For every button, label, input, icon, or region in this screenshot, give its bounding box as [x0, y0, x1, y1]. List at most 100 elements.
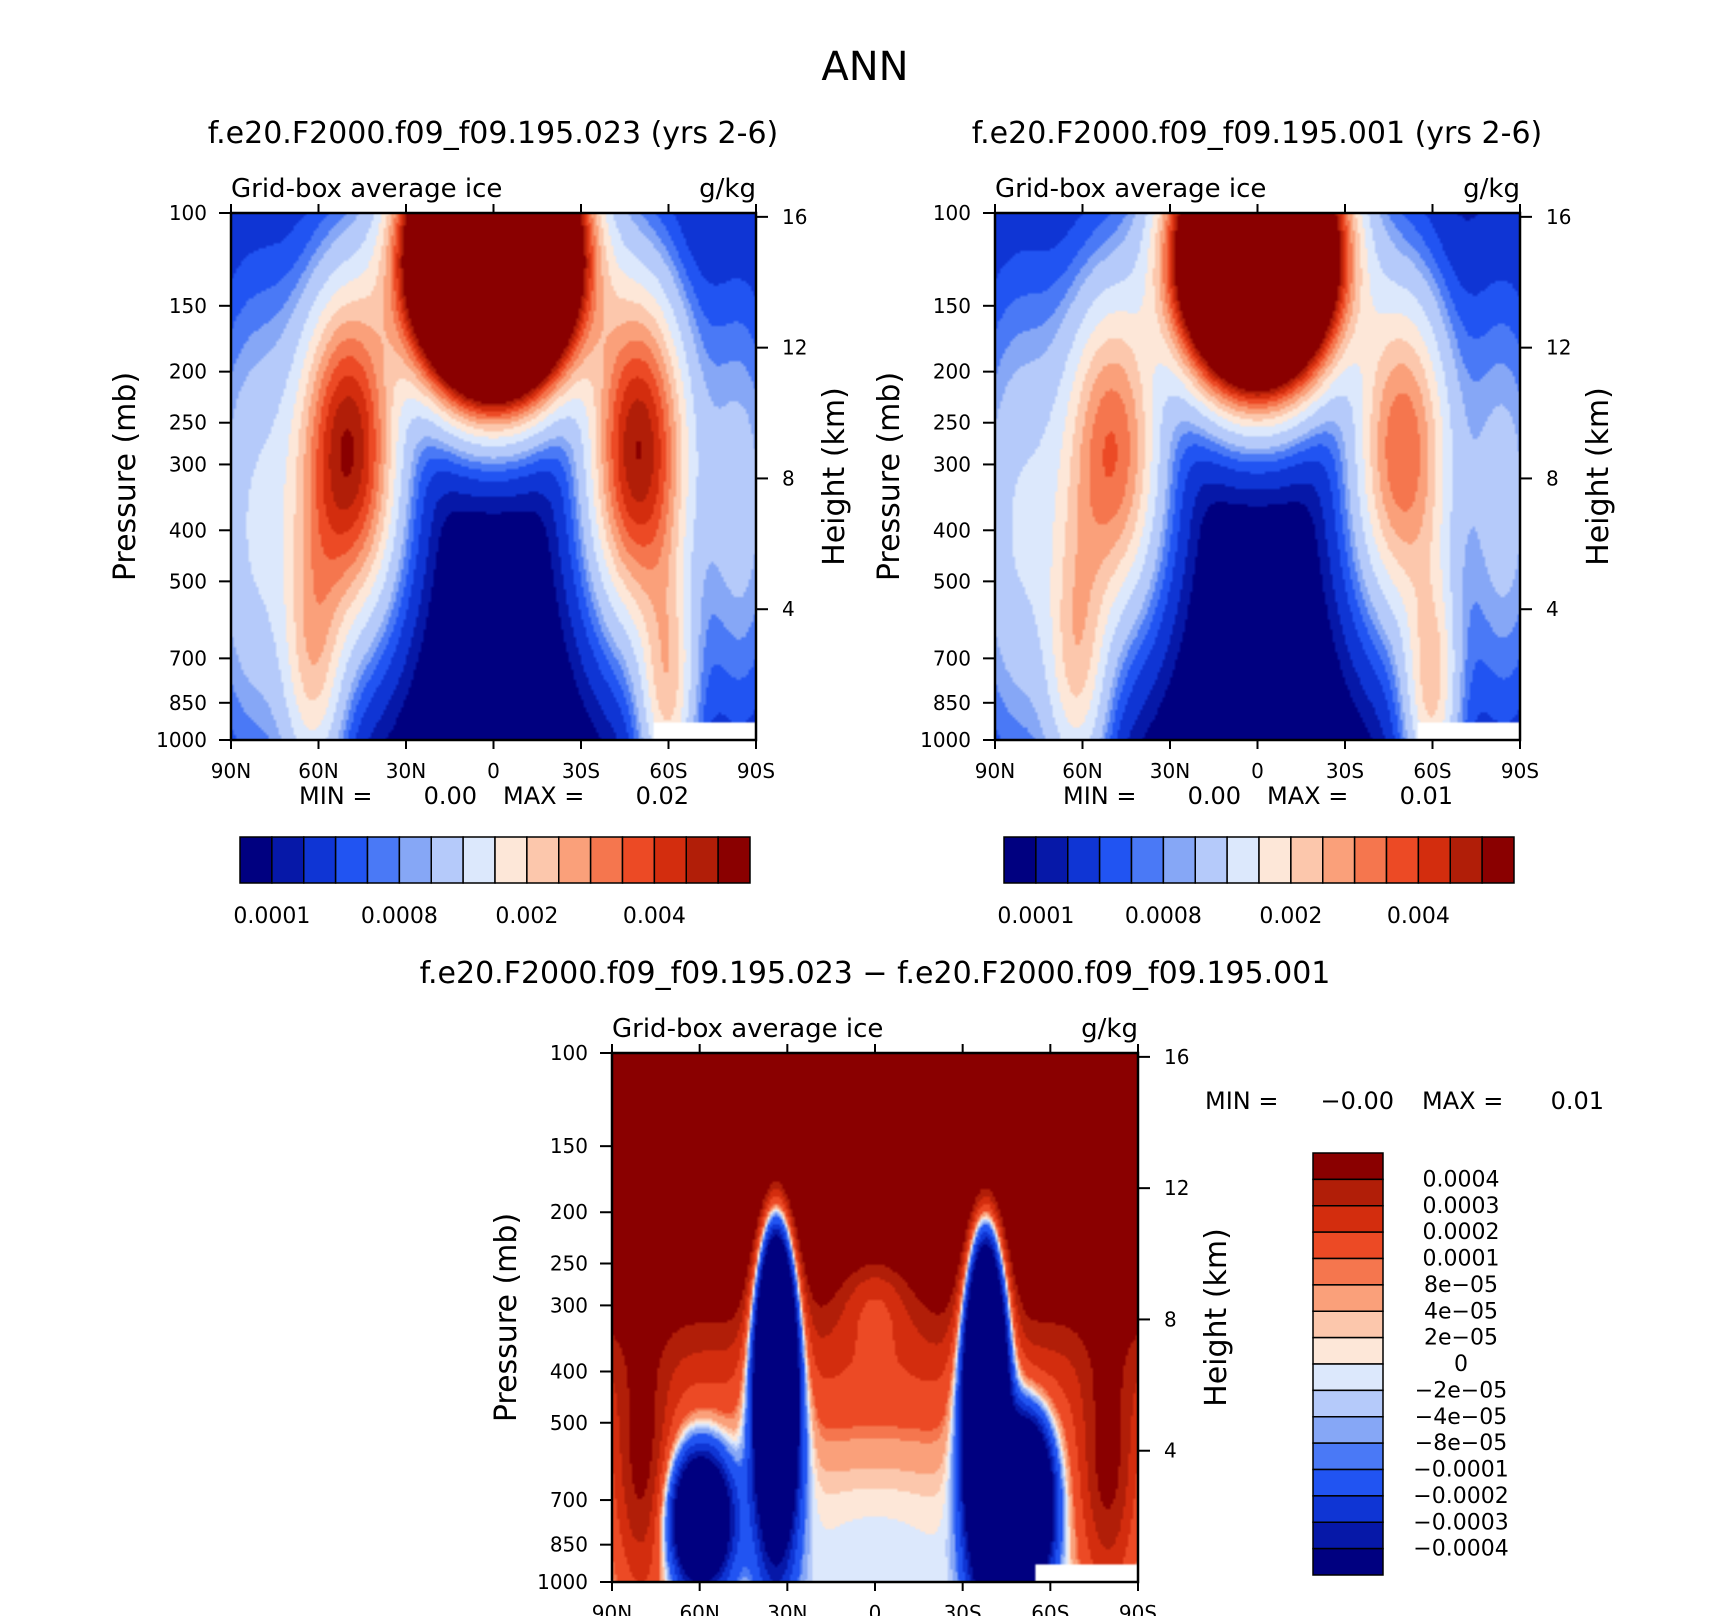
- y2-tick-label: 16: [1546, 205, 1571, 229]
- y-tick-label: 250: [933, 411, 971, 435]
- colorbar-swatch: [303, 836, 337, 884]
- colorbar-label: 0.0001: [997, 904, 1074, 929]
- y2-tick-label: 12: [1164, 1176, 1189, 1200]
- y-axis-label: Pressure (mb): [872, 372, 907, 581]
- colorbar-swatch: [430, 836, 464, 884]
- x-tick-label: 90N: [975, 759, 1015, 783]
- colorbar-label: 0.0001: [1423, 1247, 1500, 1272]
- y-tick-label: 200: [933, 360, 971, 384]
- colorbar-swatch: [1312, 1205, 1384, 1233]
- x-tick-label: 30S: [1326, 759, 1364, 783]
- y2-axis-label: Height (km): [1581, 387, 1616, 566]
- colorbar-label: −0.0003: [1413, 1510, 1508, 1535]
- x-tick-label: 60S: [1031, 1601, 1069, 1616]
- panel-title: f.e20.F2000.f09_f09.195.023 (yrs 2-6): [208, 116, 778, 151]
- units-label: g/kg: [699, 174, 756, 204]
- y2-tick-label: 8: [1546, 466, 1559, 490]
- left-subtitle: Grid-box average ice: [231, 174, 502, 204]
- y-tick-label: 1000: [920, 728, 971, 752]
- y2-tick-label: 8: [782, 466, 795, 490]
- colorbar-label: 0.0008: [1125, 904, 1202, 929]
- y-tick-label: 400: [550, 1359, 588, 1383]
- min-value: 0.00: [424, 782, 477, 810]
- colorbar-swatch: [685, 836, 719, 884]
- colorbar-swatch: [1312, 1152, 1384, 1181]
- y-axis-label: Pressure (mb): [108, 372, 143, 581]
- colorbar-label: −0.0001: [1413, 1458, 1508, 1483]
- y-tick-label: 850: [550, 1533, 588, 1557]
- colorbar-swatch: [558, 836, 592, 884]
- x-tick-label: 60N: [1062, 759, 1102, 783]
- y-tick-label: 400: [169, 518, 207, 542]
- y-tick-label: 400: [933, 518, 971, 542]
- colorbar-swatch: [1417, 836, 1451, 884]
- colorbar-swatch: [366, 836, 401, 884]
- max-value: 0.01: [1400, 782, 1453, 810]
- x-tick-label: 0: [869, 1601, 882, 1616]
- colorbar-swatch: [1312, 1310, 1384, 1339]
- colorbar-swatch: [1312, 1521, 1384, 1550]
- contour-field-image: [612, 1053, 1138, 1582]
- colorbar-swatch: [1003, 836, 1037, 884]
- colorbar-swatch: [1312, 1257, 1384, 1286]
- colorbar-swatch: [1312, 1468, 1384, 1497]
- panel-title: f.e20.F2000.f09_f09.195.001 (yrs 2-6): [972, 116, 1542, 151]
- colorbar-swatch: [526, 836, 560, 884]
- colorbar-label: −4e−05: [1415, 1405, 1507, 1430]
- colorbar-swatch: [1226, 836, 1260, 884]
- left-subtitle: Grid-box average ice: [995, 174, 1266, 204]
- y-tick-label: 500: [169, 569, 207, 593]
- colorbar-swatch: [1312, 1416, 1384, 1444]
- colorbar-label: −2e−05: [1415, 1378, 1507, 1403]
- colorbar-swatch: [621, 836, 656, 884]
- max-label: MAX =: [1267, 782, 1348, 810]
- x-tick-label: 30S: [944, 1601, 982, 1616]
- x-tick-label: 90S: [737, 759, 775, 783]
- colorbar-swatch: [1385, 836, 1420, 884]
- y-tick-label: 500: [550, 1411, 588, 1435]
- x-tick-label: 30N: [767, 1601, 807, 1616]
- colorbar-swatch: [494, 836, 528, 884]
- y2-tick-label: 16: [782, 205, 807, 229]
- colorbar-swatch: [462, 836, 496, 884]
- y-tick-label: 300: [933, 452, 971, 476]
- colorbar-label: −0.0002: [1413, 1484, 1508, 1509]
- colorbar-swatch: [1312, 1178, 1384, 1207]
- colorbar-swatch: [1312, 1231, 1384, 1260]
- colorbar-swatch: [1067, 836, 1101, 884]
- y2-tick-label: 12: [782, 336, 807, 360]
- x-tick-label: 90N: [211, 759, 251, 783]
- y-tick-label: 150: [933, 294, 971, 318]
- y-tick-label: 250: [169, 411, 207, 435]
- colorbar-label: 0.0002: [1423, 1220, 1500, 1245]
- min-value: −0.00: [1320, 1087, 1394, 1115]
- colorbar-swatch: [1322, 836, 1356, 884]
- colorbar-swatch: [1130, 836, 1165, 884]
- y-tick-label: 500: [933, 569, 971, 593]
- colorbar-swatch: [398, 836, 432, 884]
- x-tick-label: 30S: [562, 759, 600, 783]
- colorbar-swatch: [1194, 836, 1228, 884]
- colorbar-swatch: [1035, 836, 1069, 884]
- left-subtitle: Grid-box average ice: [612, 1014, 883, 1044]
- colorbar-label: 0.004: [623, 904, 686, 929]
- x-tick-label: 30N: [1150, 759, 1190, 783]
- y-tick-label: 100: [550, 1041, 588, 1065]
- y-axis-label: Pressure (mb): [489, 1213, 524, 1422]
- colorbar-label: 0.002: [1259, 904, 1322, 929]
- colorbar-swatch: [1312, 1547, 1384, 1576]
- min-label: MIN =: [299, 782, 372, 810]
- colorbar-label: 2e−05: [1424, 1326, 1498, 1351]
- colorbar-swatch: [1312, 1442, 1384, 1471]
- y-tick-label: 700: [933, 646, 971, 670]
- y-tick-label: 100: [933, 201, 971, 225]
- colorbar-swatch: [1098, 836, 1133, 884]
- contour-field-image: [231, 213, 756, 740]
- colorbar-label: −0.0004: [1413, 1537, 1508, 1562]
- colorbar-swatch: [1258, 836, 1292, 884]
- colorbar-swatch: [334, 836, 369, 884]
- y-tick-label: 200: [169, 360, 207, 384]
- y2-tick-label: 12: [1546, 336, 1571, 360]
